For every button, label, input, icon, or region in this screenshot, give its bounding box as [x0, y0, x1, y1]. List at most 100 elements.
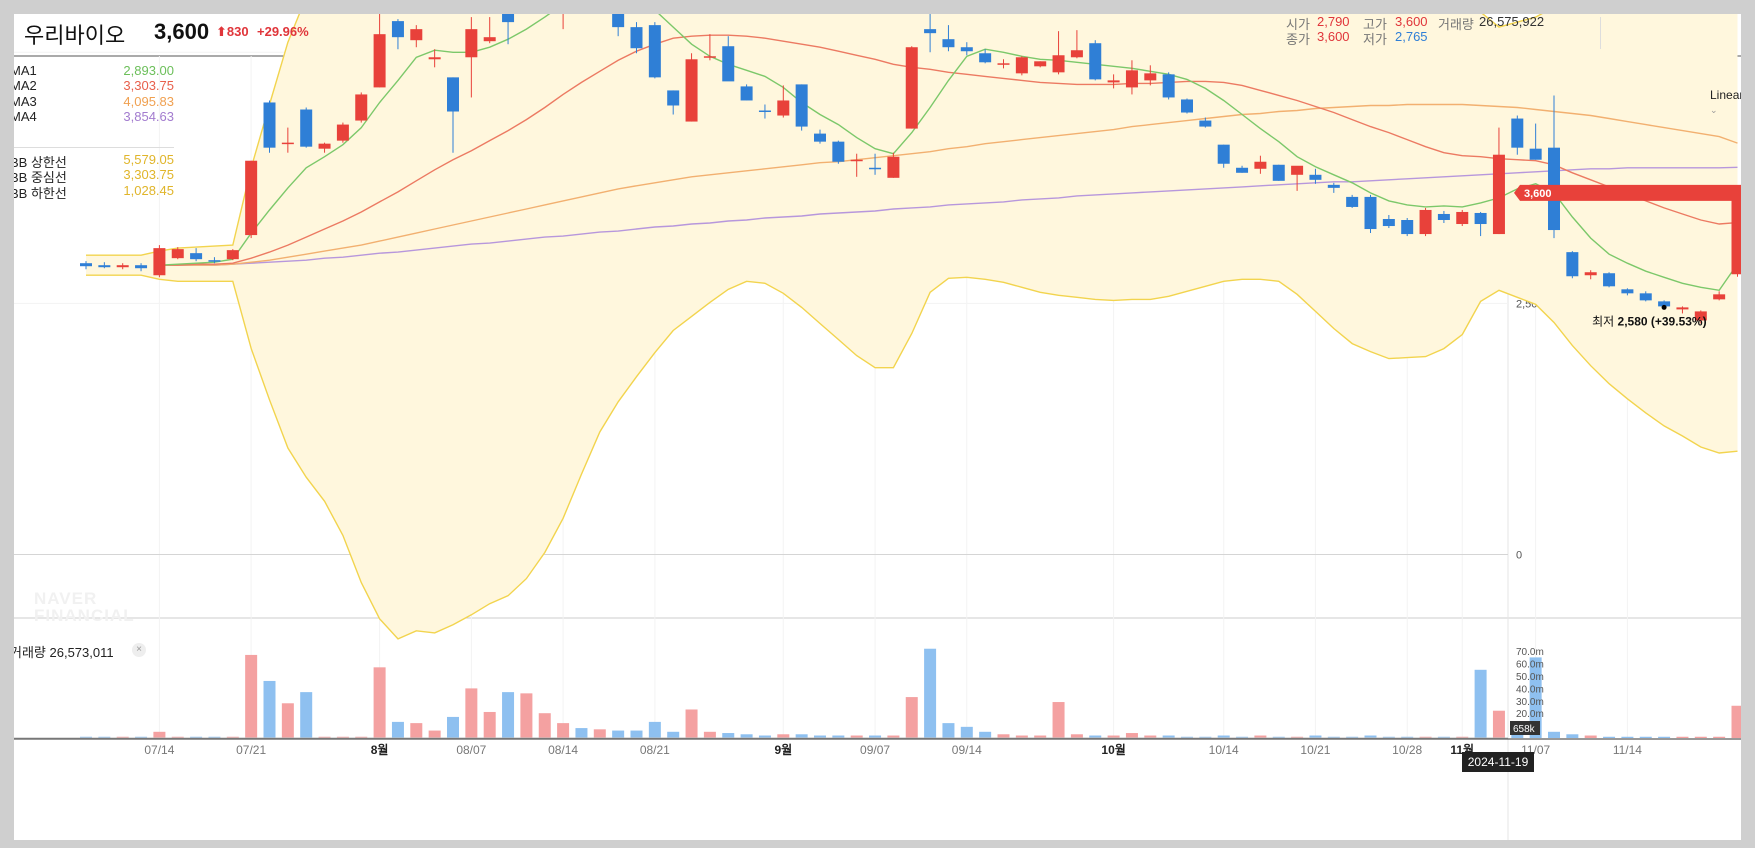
candle-body [795, 84, 808, 127]
volume-bar [1107, 735, 1120, 738]
volume-bar [722, 733, 735, 738]
high-value: 3,600 [1395, 14, 1428, 29]
volume-bar [1621, 736, 1634, 738]
volume-bar [428, 730, 441, 738]
candle-body [1254, 161, 1267, 169]
candle [208, 257, 221, 264]
candle-body [373, 34, 386, 88]
candle [190, 248, 203, 262]
candle-body [1144, 73, 1157, 81]
volume-bar [667, 731, 680, 738]
candle [887, 152, 900, 178]
price-change-pct: +29.96% [257, 24, 309, 39]
candle [355, 92, 368, 123]
volume-bar [960, 726, 973, 738]
candle [300, 107, 313, 148]
legend-bb-upper-name: BB 상한선 [14, 155, 67, 170]
price-chart[interactable]: 02,5005,0007,500최고 6,030 (-40.30%)최저 2,5… [14, 14, 1741, 840]
volume-bar [465, 688, 478, 738]
chevron-down-icon: ⌄ [1710, 105, 1718, 115]
candle [391, 19, 404, 50]
volume-current-tag [1510, 721, 1540, 735]
candle [1456, 209, 1469, 227]
candle [1474, 211, 1487, 237]
candle-body [612, 14, 625, 28]
candle-body [1327, 184, 1340, 188]
volume-bar [1419, 736, 1432, 738]
candle [612, 14, 625, 37]
candle-body [391, 21, 404, 38]
candle [1236, 165, 1249, 173]
candle [135, 263, 148, 272]
volume-panel-title: 거래량 26,573,011 [14, 645, 114, 660]
ma-line-ma4 [159, 166, 1738, 266]
legend-ma1-name: MA1 [14, 63, 37, 78]
volume-bar [850, 735, 863, 738]
candle-body [135, 265, 148, 269]
volume-bar [1382, 736, 1395, 738]
candle [318, 142, 331, 153]
volume-bar [1199, 736, 1212, 738]
candle-body [832, 141, 845, 162]
legend-ma1-value: 2,893.00 [123, 63, 174, 78]
volume-bar [153, 731, 166, 738]
candle-body [997, 63, 1010, 65]
open-label: 시가 [1286, 17, 1310, 32]
candle [814, 129, 826, 144]
candle [1346, 194, 1359, 208]
volume-bar [336, 736, 349, 738]
candle [1639, 291, 1652, 302]
x-tick-label: 10/14 [1209, 743, 1239, 757]
scale-selector-label: Linear [1710, 88, 1741, 102]
x-tick-label: 08/21 [640, 743, 670, 757]
candle [483, 17, 496, 44]
volume-bar [355, 736, 368, 738]
legend-bb-mid-name: BB 중심선 [14, 170, 67, 185]
candle [942, 25, 955, 52]
volume-value: 26,575,922 [1479, 14, 1545, 29]
x-tick-label: 08/07 [456, 743, 486, 757]
ma-line-ma3 [159, 103, 1738, 266]
volume-bar [538, 713, 551, 738]
volume-bar [593, 729, 606, 738]
volume-bar [869, 735, 882, 738]
x-tick-label: 11/14 [1613, 743, 1642, 757]
volume-bar [1548, 731, 1560, 738]
volume-bar [226, 736, 239, 738]
candle-body [1621, 289, 1634, 294]
candle [722, 36, 735, 82]
volume-close-icon[interactable]: × [132, 643, 146, 657]
candle-body [171, 249, 184, 259]
volume-tick-label: 20.0m [1516, 709, 1544, 720]
candle-body [685, 59, 698, 122]
candle [336, 122, 349, 143]
candle [1144, 65, 1157, 86]
candle-body [758, 110, 771, 113]
x-tick-label: 10/28 [1392, 743, 1422, 757]
volume-bar [905, 697, 918, 738]
candle [1181, 98, 1193, 114]
candle [1437, 210, 1450, 224]
volume-bar [391, 721, 404, 738]
volume-bar [1034, 735, 1047, 738]
volume-bar [740, 734, 753, 738]
x-tick-label: 09/14 [952, 743, 982, 757]
volume-bar [758, 735, 771, 738]
scale-selector[interactable]: Linear ⌄ [1710, 88, 1741, 116]
candle [758, 104, 771, 119]
candle [1327, 182, 1340, 193]
volume-bar [1272, 736, 1285, 738]
volume-bar [171, 736, 184, 738]
candle-body [447, 77, 459, 112]
candle-body [1731, 192, 1741, 275]
candle-body [1034, 61, 1047, 67]
legend-ma3-name: MA3 [14, 94, 37, 109]
volume-tick-label: 30.0m [1516, 697, 1544, 708]
candle-body [1713, 294, 1726, 300]
candle-body [1474, 212, 1487, 225]
volume-bar [1070, 734, 1083, 738]
volume-bar [1658, 736, 1671, 738]
legend-bb-lower-value: 1,028.45 [123, 183, 174, 198]
candle [703, 34, 716, 61]
y-tick-label: 0 [1516, 550, 1522, 562]
